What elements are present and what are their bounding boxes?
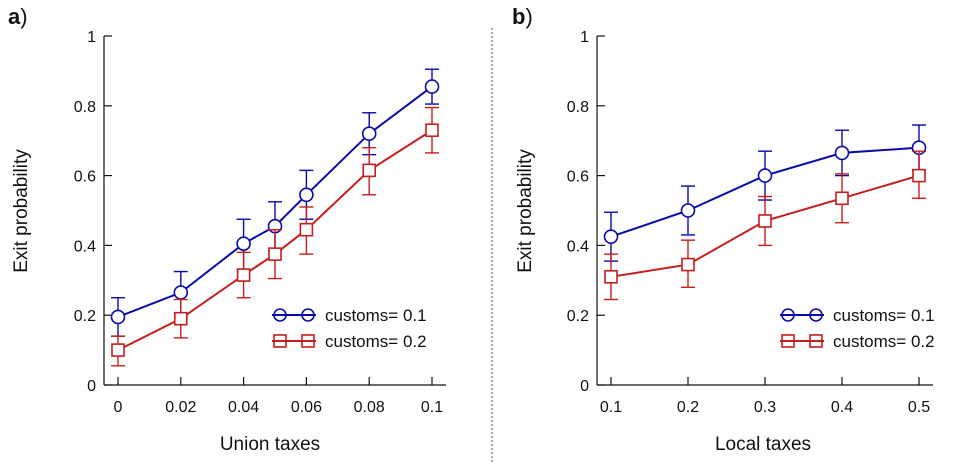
x-axis-title-b: Local taxes xyxy=(715,434,811,455)
series-a-1 xyxy=(111,106,439,367)
y-tick-label: 0.2 xyxy=(567,308,589,325)
data-point xyxy=(681,257,695,272)
data-point xyxy=(604,270,618,284)
x-axis-title-a: Union taxes xyxy=(220,434,320,455)
x-tick-label: 0.02 xyxy=(165,399,196,416)
y-tick-label: 1 xyxy=(580,29,589,46)
y-tick-label: 0.6 xyxy=(74,169,96,186)
y-tick-label: 0 xyxy=(580,378,589,395)
x-tick-label: 0.4 xyxy=(831,399,853,416)
data-point xyxy=(299,187,314,203)
data-point xyxy=(425,123,439,138)
legend-label: customs= 0.1 xyxy=(325,306,427,325)
panel-a: a) Exit probability Union taxes 00.20.40… xyxy=(8,4,446,455)
legend-item-b-series-1: customs= 0.2 xyxy=(780,332,935,351)
y-tick-label: 0.6 xyxy=(567,169,589,186)
x-tick-label: 0.04 xyxy=(228,399,259,416)
y-tick-label: 0.8 xyxy=(567,99,589,116)
y-tick-label: 1 xyxy=(87,29,96,46)
legend-marker-square xyxy=(809,334,823,348)
data-point xyxy=(424,79,440,94)
panel-label-b: b) xyxy=(512,4,533,29)
data-point xyxy=(174,311,188,326)
data-point xyxy=(268,247,282,261)
x-tick-label: 0.06 xyxy=(291,399,322,416)
series-a-0 xyxy=(110,68,440,337)
y-axis-title-b: Exit probability xyxy=(515,149,536,273)
data-point xyxy=(362,163,377,178)
y-tick-label: 0.4 xyxy=(567,238,589,255)
legend-marker-circle xyxy=(809,308,823,322)
legend-label: customs= 0.1 xyxy=(833,306,935,325)
legend-marker-circle xyxy=(273,308,287,322)
data-point xyxy=(912,168,926,183)
y-axis-title-a: Exit probability xyxy=(11,149,32,273)
legend-item-b-series-0: customs= 0.1 xyxy=(780,306,935,325)
legend-b: customs= 0.1 customs= 0.2 xyxy=(780,306,935,351)
data-point xyxy=(361,126,377,142)
plot-area-a: 0 0.2 0.4 0.6 0.8 1 0 0.02 0.04 0.06 0.08 0.1 xyxy=(74,29,446,416)
legend-label: customs= 0.2 xyxy=(325,332,427,351)
series-b-1 xyxy=(604,150,926,301)
series-b-0 xyxy=(603,124,927,262)
data-point xyxy=(111,343,125,357)
y-tick-label: 0.4 xyxy=(74,238,96,255)
legend-item-a-series-1: customs= 0.2 xyxy=(272,332,427,351)
data-point xyxy=(603,229,619,244)
plot-area-b: 0 0.2 0.4 0.6 0.8 1 0.1 0.2 0.3 0.4 0.5 xyxy=(567,29,933,416)
x-tick-label: 0.08 xyxy=(354,399,385,416)
legend-marker-circle xyxy=(301,308,315,322)
data-point xyxy=(110,309,126,325)
legend-marker-square xyxy=(273,334,287,348)
x-tick-label: 0.1 xyxy=(421,399,443,416)
data-point xyxy=(236,268,251,282)
y-tick-label: 0.2 xyxy=(74,308,96,325)
data-point xyxy=(236,236,251,251)
x-tick-label: 0 xyxy=(114,399,123,416)
data-point xyxy=(680,203,696,218)
legend-marker-square xyxy=(301,334,315,348)
data-point xyxy=(834,145,850,161)
data-point xyxy=(173,285,189,300)
panel-label-a: a) xyxy=(8,4,28,29)
x-tick-label: 0.5 xyxy=(908,399,930,416)
data-point xyxy=(299,222,314,237)
legend-a: customs= 0.1 customs= 0.2 xyxy=(272,306,427,351)
y-tick-label: 0 xyxy=(87,378,96,395)
data-point xyxy=(758,214,772,228)
data-point xyxy=(835,191,849,206)
data-point xyxy=(757,168,773,183)
legend-item-a-series-0: customs= 0.1 xyxy=(272,306,427,325)
panel-b: b) Exit probability Local taxes 00.20.40… xyxy=(512,4,935,455)
legend-marker-square xyxy=(781,334,795,348)
x-tick-label: 0.3 xyxy=(754,399,776,416)
y-tick-label: 0.8 xyxy=(74,99,96,116)
legend-label: customs= 0.2 xyxy=(833,332,935,351)
x-tick-label: 0.2 xyxy=(677,399,699,416)
x-tick-label: 0.1 xyxy=(600,399,622,416)
legend-marker-circle xyxy=(781,308,795,322)
